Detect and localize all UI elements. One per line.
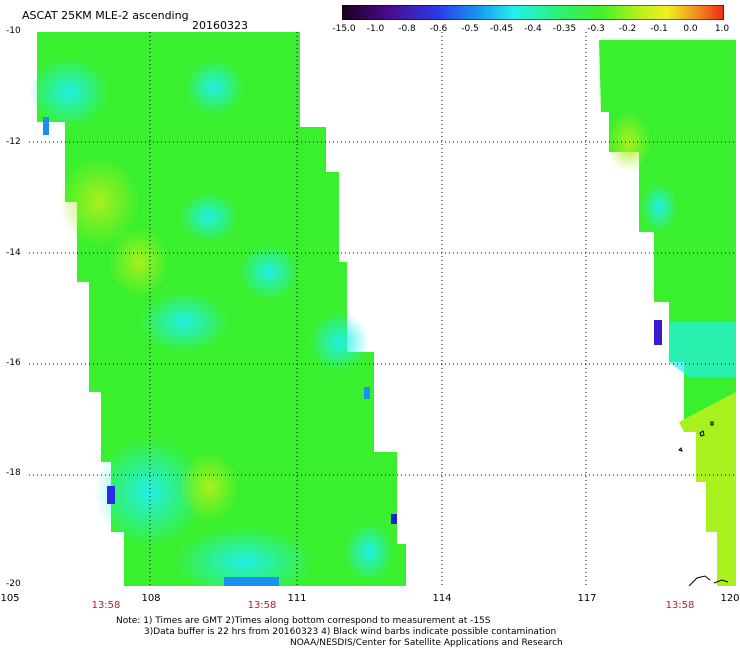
cyan-patch [94,437,204,547]
swath-time-label: 13:58 [665,600,695,611]
colorbar-tick-label: -0.5 [461,24,479,34]
yellow-patch [59,157,139,247]
note-line-2: 3)Data buffer is 22 hrs from 20160323 4)… [144,627,557,637]
colorbar-tick-label: -0.2 [618,24,637,34]
coastline [678,421,729,586]
x-tick-label: 105 [0,593,20,604]
colorbar-tick-label: -0.45 [489,24,514,34]
colorbar-tick-label: -0.35 [552,24,577,34]
colorbar-tick-label: -15.0 [332,24,356,34]
cyan-patch [174,527,314,586]
blue-pixel [43,117,49,135]
x-tick-label: 117 [577,593,597,604]
colorbar [342,5,724,20]
blue-pixel [364,387,370,399]
colorbar-tick-label: -0.1 [650,24,668,34]
x-tick-label: 111 [287,593,307,604]
map-date: 20160323 [192,19,248,32]
grid [29,32,736,586]
y-tick-label: -10 [6,26,21,36]
yellow-patch [179,452,239,522]
note-line-1: Note: 1) Times are GMT 2)Times along bot… [116,616,491,626]
colorbar-tick-label: 1.0 [714,24,730,34]
map-plot [29,32,736,586]
blue-pixel [224,577,279,586]
cyan-patch [139,292,229,352]
cyan-patch [344,522,394,582]
note-line-3: NOAA/NESDIS/Center for Satellite Applica… [290,638,563,648]
cyan-patch [29,57,109,127]
blue-pixel [107,486,115,504]
y-tick-label: -20 [6,579,21,589]
colorbar-tick-label: -1.0 [366,24,385,34]
x-tick-label: 114 [432,593,452,604]
cyan-patch [309,312,369,372]
x-tick-label: 108 [141,593,161,604]
y-tick-label: -18 [6,468,21,478]
map-title: ASCAT 25KM MLE-2 ascending [22,9,189,22]
blue-pixel [391,514,397,524]
swath-time-label: 13:58 [247,600,277,611]
cyan-patch [179,192,239,242]
y-tick-label: -14 [6,248,21,258]
colorbar-tick-label: -0.4 [524,24,542,34]
swath-time-label: 13:58 [91,600,121,611]
cyan-patch [184,59,244,115]
y-tick-label: -16 [6,358,21,368]
colorbar-tick-label: -0.3 [587,24,605,34]
colorbar-tick-label: 0.0 [683,24,698,34]
cyan-patch [239,244,299,300]
colorbar-tick-label: -0.6 [429,24,448,34]
y-tick-label: -12 [6,137,21,147]
blue-pixel [654,320,662,345]
swath-left [29,32,406,586]
x-tick-label: 120 [720,593,740,604]
cyan-patch [641,182,677,232]
swath-right [599,40,736,586]
yellow-patch [109,227,169,297]
colorbar-tick-label: -0.8 [398,24,416,34]
